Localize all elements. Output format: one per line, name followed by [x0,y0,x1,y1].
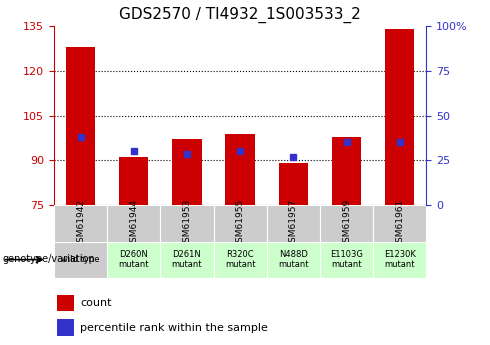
Bar [214,241,267,278]
Text: wild type: wild type [61,255,100,264]
Bar [267,205,320,241]
Text: D260N
mutant: D260N mutant [119,250,149,269]
Bar [332,137,361,205]
Bar [57,295,74,311]
Bar [267,241,320,278]
Bar [320,241,373,278]
Text: D261N
mutant: D261N mutant [172,250,202,269]
Text: GSM61942: GSM61942 [76,199,85,248]
Bar [54,241,107,278]
Text: GSM61957: GSM61957 [289,199,298,248]
Text: E1103G
mutant: E1103G mutant [330,250,363,269]
Text: percentile rank within the sample: percentile rank within the sample [80,323,268,333]
Bar [54,205,107,241]
Bar [225,134,255,205]
Bar [373,241,426,278]
Text: count: count [80,298,112,308]
Bar [172,139,201,205]
Text: GSM61955: GSM61955 [236,199,245,248]
Text: genotype/variation: genotype/variation [2,255,95,264]
Title: GDS2570 / TI4932_1S003533_2: GDS2570 / TI4932_1S003533_2 [119,7,361,23]
Bar [373,205,426,241]
Bar [320,205,373,241]
Bar [57,319,74,336]
Bar [160,241,214,278]
Text: GSM61944: GSM61944 [129,199,138,248]
Bar [214,205,267,241]
Text: E1230K
mutant: E1230K mutant [384,250,416,269]
Text: GSM61959: GSM61959 [342,199,351,248]
Bar [160,205,214,241]
Text: R320C
mutant: R320C mutant [225,250,255,269]
Text: GSM61953: GSM61953 [182,199,192,248]
Bar [107,241,160,278]
Bar [385,29,415,205]
Text: GSM61961: GSM61961 [395,199,404,248]
Bar [279,164,308,205]
Bar [119,157,148,205]
Text: N488D
mutant: N488D mutant [278,250,309,269]
Bar [107,205,160,241]
Bar [66,47,95,205]
